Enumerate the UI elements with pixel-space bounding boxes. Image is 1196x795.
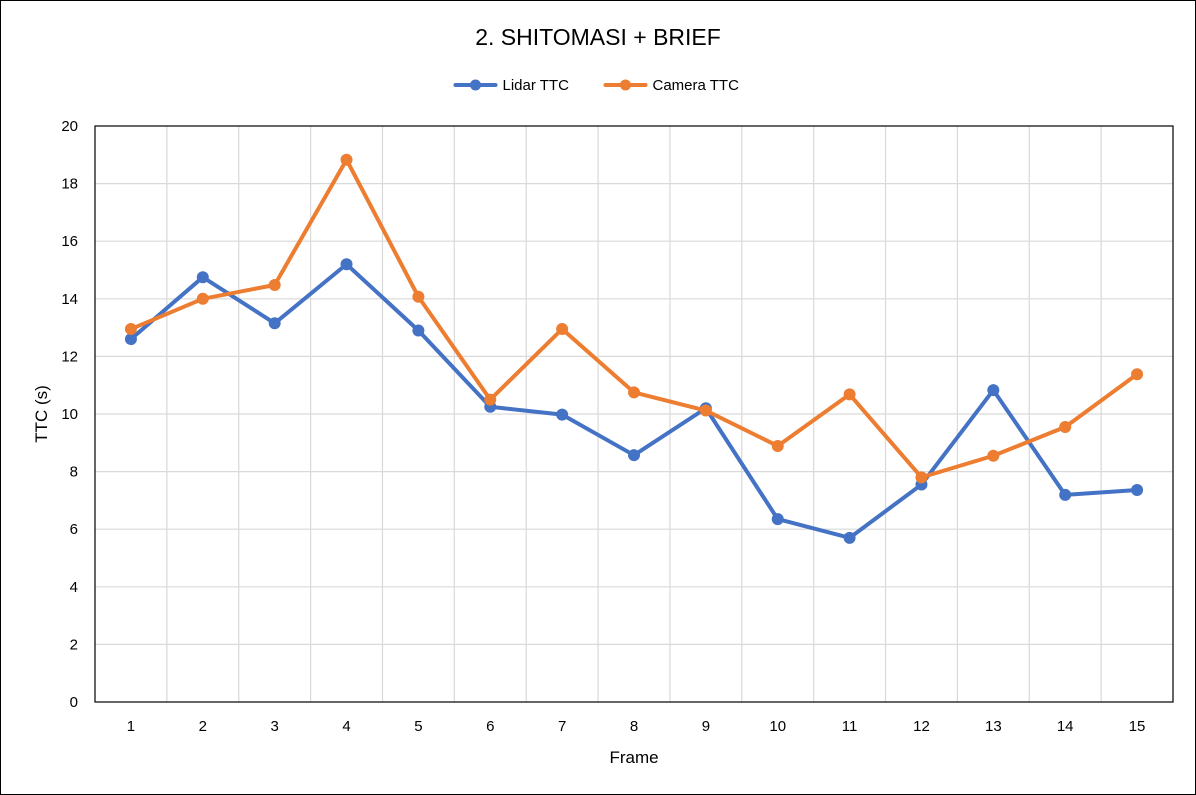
y-tick-label: 2 [70, 636, 78, 653]
data-point [556, 323, 569, 336]
data-point [268, 317, 281, 330]
series-line [128, 262, 1140, 540]
data-point [628, 449, 640, 462]
x-axis-tick-labels: 1 2 3 4 5 6 7 8 9 10 11 12 13 14 15 [127, 718, 1146, 735]
y-tick-label: 12 [61, 348, 78, 365]
data-point [1059, 420, 1072, 433]
data-point [412, 324, 425, 337]
data-point [556, 408, 569, 421]
legend-label: Lidar TTC [503, 77, 570, 94]
legend-swatch-marker [620, 79, 631, 91]
data-point [340, 153, 353, 166]
data-point [843, 388, 856, 401]
chart-legend: Lidar TTC Camera TTC [453, 77, 740, 94]
data-point [987, 384, 1000, 397]
y-tick-label: 8 [70, 464, 78, 481]
y-tick-label: 6 [70, 521, 78, 538]
x-tick-label: 4 [342, 718, 350, 735]
legend-label: Camera TTC [653, 77, 740, 94]
data-point [196, 271, 209, 284]
series-layer [124, 153, 1144, 544]
y-tick-label: 4 [70, 579, 78, 596]
y-axis-tick-labels: 0 2 4 6 8 10 12 14 16 18 20 [61, 118, 78, 711]
data-point [1131, 484, 1144, 497]
x-tick-label: 15 [1129, 718, 1146, 735]
data-point [699, 404, 712, 417]
x-tick-label: 11 [842, 718, 858, 735]
data-point [771, 439, 784, 452]
data-point [124, 333, 137, 346]
data-point [771, 513, 784, 526]
series-camera-ttc [124, 153, 1144, 484]
y-tick-label: 14 [61, 291, 78, 308]
data-point [196, 292, 209, 305]
x-tick-label: 14 [1057, 718, 1074, 735]
legend-item: Lidar TTC [453, 77, 570, 94]
x-tick-label: 13 [985, 718, 1002, 735]
data-point [915, 471, 928, 484]
x-tick-label: 12 [913, 718, 930, 735]
data-point [268, 278, 281, 291]
data-point [340, 258, 353, 271]
x-axis-title: Frame [609, 748, 658, 767]
legend-item: Camera TTC [603, 77, 740, 94]
y-tick-label: 0 [70, 694, 78, 711]
data-point [843, 531, 856, 544]
x-tick-label: 1 [127, 718, 135, 735]
data-point [484, 393, 497, 406]
data-point [628, 386, 640, 399]
data-point [1131, 368, 1144, 381]
y-tick-label: 16 [61, 233, 78, 250]
y-tick-label: 20 [61, 118, 78, 135]
plot-area-border [94, 125, 1174, 703]
x-tick-label: 5 [414, 718, 422, 735]
y-tick-label: 10 [61, 406, 78, 423]
x-tick-label: 7 [558, 718, 566, 735]
x-tick-label: 3 [270, 718, 278, 735]
x-tick-label: 8 [630, 718, 638, 735]
x-tick-label: 10 [769, 718, 786, 735]
data-point [412, 290, 425, 303]
chart-title: 2. SHITOMASI + BRIEF [475, 24, 721, 50]
data-point [987, 449, 1000, 462]
y-axis-title: TTC (s) [32, 385, 51, 443]
x-tick-label: 2 [199, 718, 207, 735]
data-point [124, 323, 137, 336]
x-tick-label: 6 [486, 718, 494, 735]
data-point [1059, 488, 1072, 501]
legend-swatch-marker [470, 79, 481, 91]
x-tick-label: 9 [702, 718, 710, 735]
grid-lines [95, 126, 1173, 702]
y-tick-label: 18 [61, 176, 78, 193]
series-lidar-ttc [124, 258, 1144, 544]
